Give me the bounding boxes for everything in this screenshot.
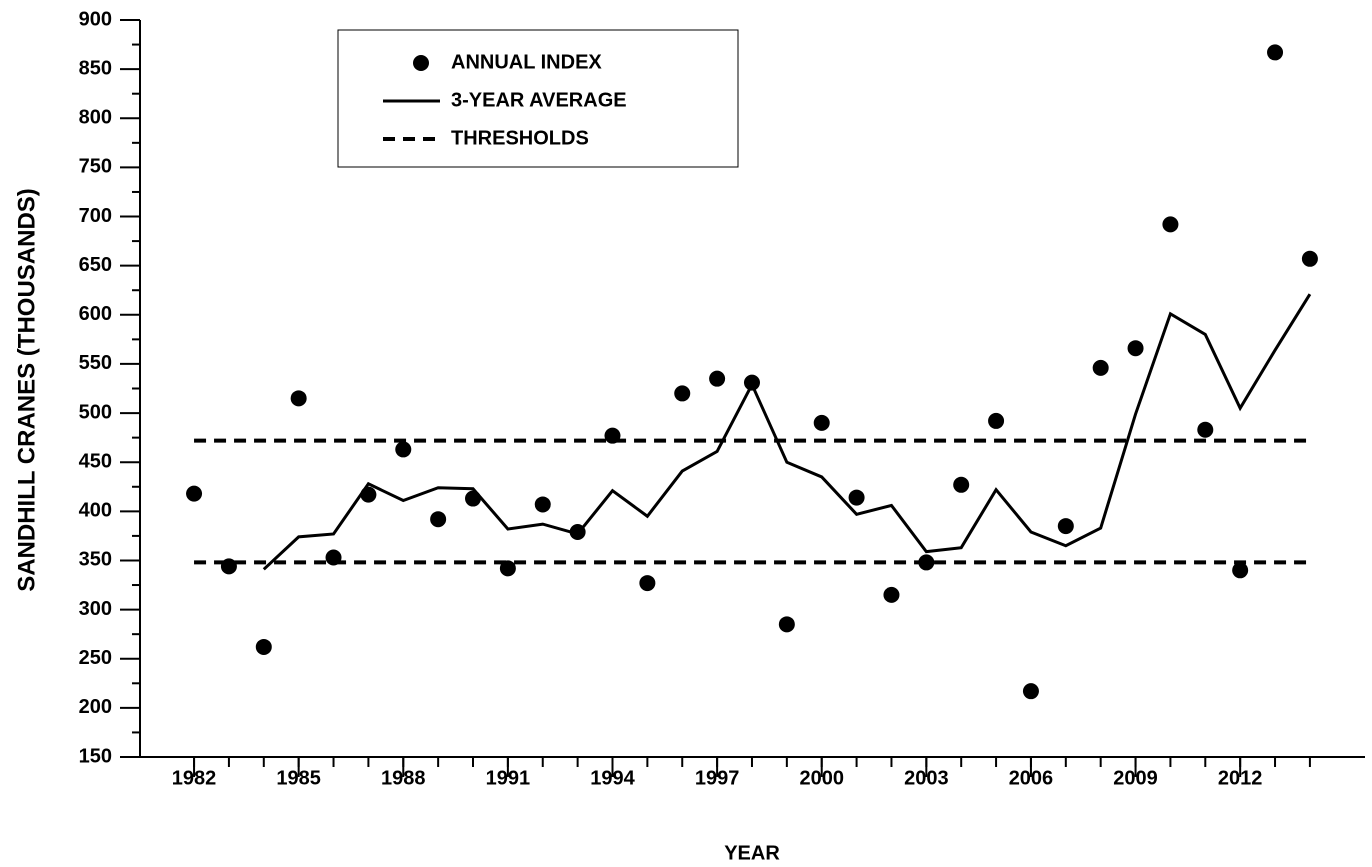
data-point: [325, 549, 342, 566]
data-point: [918, 554, 935, 571]
legend-marker: [413, 55, 429, 71]
y-tick-label: 750: [79, 156, 112, 178]
data-point: [220, 558, 237, 575]
x-tick-label: 2012: [1218, 767, 1263, 789]
data-point: [1197, 421, 1214, 438]
data-point: [290, 390, 307, 407]
data-point: [639, 575, 656, 592]
data-point: [1232, 562, 1249, 579]
x-tick-label: 2003: [904, 767, 949, 789]
y-tick-label: 550: [79, 352, 112, 374]
y-tick-label: 200: [79, 696, 112, 718]
data-point: [1267, 44, 1284, 61]
data-point: [360, 486, 377, 503]
data-point: [186, 485, 203, 502]
y-tick-label: 800: [79, 107, 112, 129]
data-point: [1162, 216, 1179, 233]
legend-label: THRESHOLDS: [451, 127, 589, 149]
data-point: [953, 476, 970, 493]
legend-box: [337, 29, 739, 168]
average-line: [262, 293, 1312, 571]
data-point: [430, 511, 447, 528]
y-tick-label: 350: [79, 549, 112, 571]
data-point: [674, 385, 691, 402]
data-point: [604, 427, 621, 444]
y-tick-label: 650: [79, 254, 112, 276]
x-tick-label: 2009: [1113, 767, 1158, 789]
data-point: [813, 414, 830, 431]
data-point: [883, 586, 900, 603]
x-tick-label: 1988: [381, 767, 426, 789]
x-tick-label: 2006: [1009, 767, 1054, 789]
y-tick-label: 300: [79, 598, 112, 620]
data-point: [1127, 340, 1144, 357]
y-tick-label: 850: [79, 57, 112, 79]
y-tick-label: 250: [79, 647, 112, 669]
data-point: [255, 638, 272, 655]
y-tick-label: 500: [79, 401, 112, 423]
x-tick-label: 1991: [486, 767, 531, 789]
data-point: [778, 616, 795, 633]
legend-label: 3-YEAR AVERAGE: [451, 89, 627, 111]
data-point: [534, 496, 551, 513]
x-tick-label: 2000: [799, 767, 844, 789]
y-tick-label: 600: [79, 303, 112, 325]
data-point: [1092, 359, 1109, 376]
legend-label: ANNUAL INDEX: [451, 51, 602, 73]
data-point: [1022, 683, 1039, 700]
x-tick-label: 1994: [590, 767, 635, 789]
data-point: [988, 412, 1005, 429]
data-point: [1057, 518, 1074, 535]
x-axis-label: YEAR: [724, 842, 780, 864]
data-point: [848, 489, 865, 506]
data-point: [1301, 250, 1318, 267]
y-tick-label: 700: [79, 205, 112, 227]
data-point: [709, 370, 726, 387]
data-point: [395, 441, 412, 458]
y-tick-label: 400: [79, 500, 112, 522]
y-tick-label: 900: [79, 8, 112, 30]
y-axis-label: SANDHILL CRANES (THOUSANDS): [13, 188, 40, 592]
y-tick-label: 450: [79, 450, 112, 472]
x-tick-label: 1985: [276, 767, 321, 789]
x-tick-label: 1982: [172, 767, 217, 789]
data-point: [499, 560, 516, 577]
x-tick-label: 1997: [695, 767, 740, 789]
y-tick-label: 150: [79, 745, 112, 767]
